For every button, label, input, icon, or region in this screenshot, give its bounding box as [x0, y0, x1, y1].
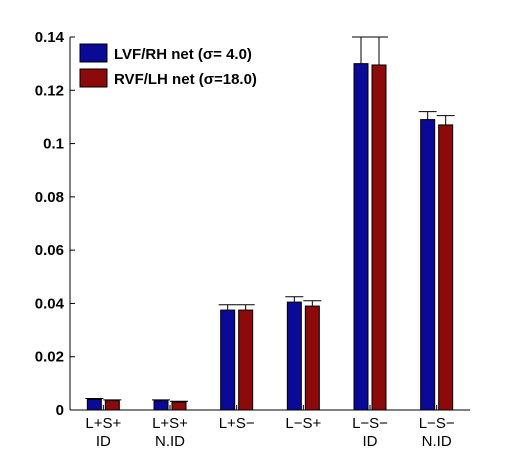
bar-lvf-rh	[220, 309, 236, 411]
x-tick-label: N.ID	[422, 433, 452, 450]
bar-rvf-lh	[438, 124, 454, 411]
y-tick-label: 0.06	[35, 242, 64, 259]
y-tick-label: 0.1	[43, 136, 64, 153]
y-tick-label: 0.02	[35, 349, 64, 366]
bar-lvf-rh	[86, 398, 102, 411]
x-tick-label: L+S−	[219, 415, 255, 432]
bars	[86, 63, 454, 411]
y-tick-label: 0.14	[35, 29, 65, 46]
legend-swatch	[79, 68, 108, 88]
axes	[69, 37, 470, 411]
legend: LVF/RH net (σ= 4.0) RVF/LH net (σ=18.0)	[79, 43, 257, 88]
bar-rvf-lh	[104, 400, 120, 411]
x-tick-label: N.ID	[155, 433, 185, 450]
bar-rvf-lh	[371, 64, 387, 411]
x-tick-label: L+S+	[85, 415, 121, 432]
bar-lvf-rh	[286, 301, 302, 411]
legend-label: RVF/LH net (σ=18.0)	[114, 71, 257, 88]
y-axis-ticks: 0 0.02 0.04 0.06 0.08 0.1 0.12 0.14	[35, 29, 75, 419]
y-tick-label: 0.12	[35, 82, 64, 99]
x-tick-label: ID	[96, 433, 111, 450]
y-tick-label: 0.04	[35, 295, 65, 312]
x-tick-label: L+S+	[152, 415, 188, 432]
x-tick-label: L−S+	[285, 415, 321, 432]
x-tick-label: L−S−	[419, 415, 455, 432]
legend-swatch	[79, 43, 108, 63]
y-tick-label: 0.08	[35, 189, 64, 206]
bar-lvf-rh	[420, 119, 436, 411]
error-bars	[85, 36, 455, 403]
y-tick-label: 0	[56, 402, 64, 419]
x-tick-label: L−S−	[352, 415, 388, 432]
legend-label: LVF/RH net (σ= 4.0)	[114, 46, 252, 63]
bar-rvf-lh	[304, 305, 320, 411]
bar-lvf-rh	[353, 63, 369, 411]
x-axis-labels: L+S+IDL+S+N.IDL+S− L−S+ L−S−IDL−S−N.ID	[85, 405, 455, 450]
bar-rvf-lh	[238, 309, 254, 411]
x-tick-label: ID	[363, 433, 378, 450]
bar-rvf-lh	[171, 401, 187, 411]
bar-lvf-rh	[153, 400, 169, 411]
